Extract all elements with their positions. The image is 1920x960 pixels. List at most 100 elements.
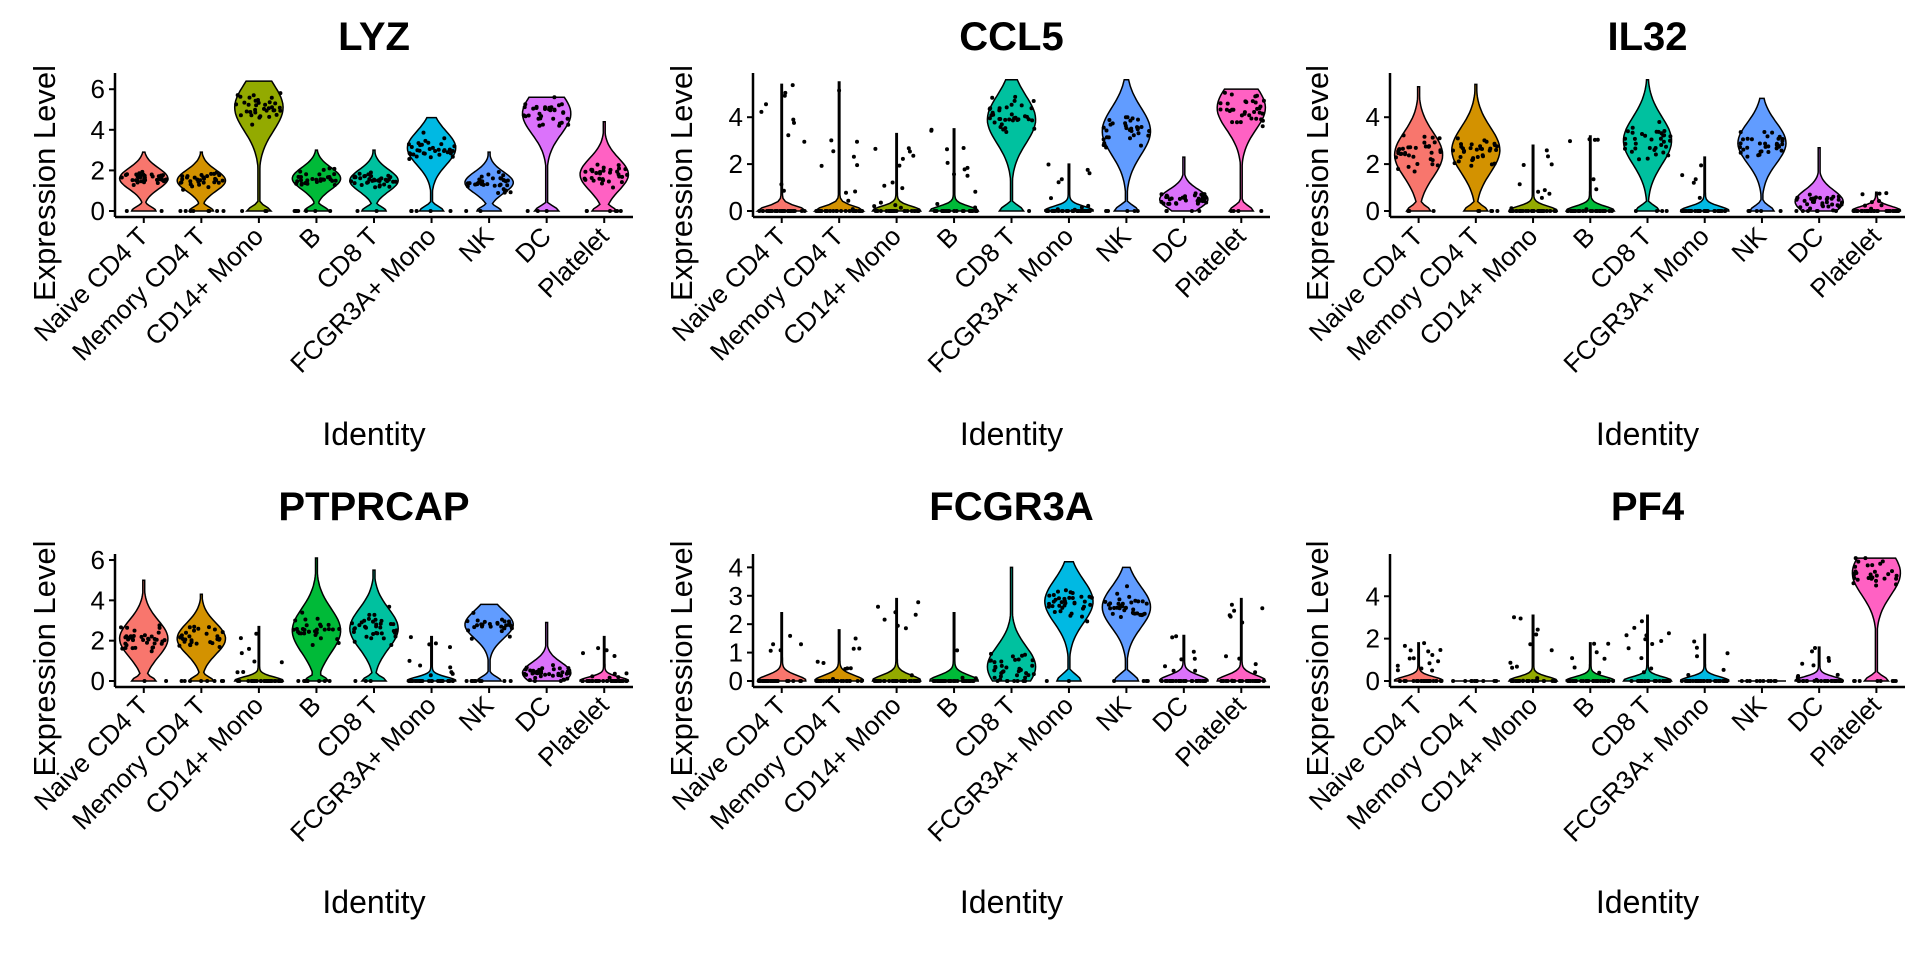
data-point: [907, 679, 912, 683]
data-point: [478, 209, 483, 213]
data-point: [1680, 173, 1685, 178]
data-point: [597, 176, 602, 181]
data-point: [821, 661, 826, 665]
data-point: [1181, 679, 1186, 683]
data-point: [1548, 209, 1553, 213]
data-point: [1474, 679, 1479, 683]
data-point: [1101, 125, 1106, 130]
data-point: [235, 670, 240, 675]
data-point: [372, 612, 377, 617]
data-point: [855, 163, 860, 168]
data-point: [1056, 589, 1060, 594]
data-point: [140, 169, 145, 174]
data-point: [300, 610, 305, 615]
data-point: [269, 95, 274, 100]
data-point: [1633, 209, 1638, 213]
data-point: [1594, 187, 1599, 192]
violin-platelet: [1851, 557, 1902, 682]
data-point: [1069, 611, 1074, 616]
data-point: [448, 665, 453, 670]
data-point: [1231, 209, 1236, 213]
data-point: [235, 93, 240, 98]
data-point: [1658, 136, 1663, 141]
data-point: [248, 110, 253, 114]
data-point: [1659, 143, 1664, 147]
data-point: [1492, 161, 1497, 166]
data-point: [1510, 679, 1514, 683]
data-point: [604, 648, 609, 653]
data-point: [540, 122, 545, 127]
data-point: [1745, 136, 1750, 141]
violin-memory-cd4-t: [814, 629, 865, 682]
data-point: [1123, 115, 1128, 120]
data-point: [1125, 584, 1129, 589]
y-tick-label: 1: [729, 638, 743, 668]
data-point: [1009, 112, 1014, 117]
data-point: [608, 209, 612, 213]
data-point: [1688, 679, 1693, 683]
data-point: [779, 182, 784, 187]
data-point: [427, 642, 432, 647]
data-point: [505, 183, 510, 188]
data-point: [564, 671, 569, 676]
data-point: [945, 160, 950, 165]
violin-dc: [521, 621, 572, 682]
data-point: [1179, 657, 1184, 662]
data-point: [1650, 642, 1655, 646]
data-point: [159, 209, 164, 213]
violin-naive-cd4-t: [1393, 642, 1444, 682]
data-point: [1395, 668, 1400, 673]
violin-memory-cd4-t: [1451, 83, 1501, 212]
data-point: [1824, 200, 1829, 205]
data-point: [772, 679, 776, 683]
data-point: [1759, 209, 1764, 213]
data-point: [992, 675, 997, 680]
data-point: [369, 174, 374, 179]
data-point: [313, 209, 318, 213]
data-point: [770, 209, 775, 213]
data-point: [1120, 601, 1125, 606]
data-point: [1131, 607, 1136, 612]
data-point: [1029, 106, 1034, 111]
data-point: [258, 679, 263, 683]
data-point: [366, 616, 371, 621]
data-point: [855, 679, 860, 683]
x-tick-label: NK: [453, 221, 500, 268]
data-point: [1875, 209, 1880, 213]
data-point: [843, 209, 848, 213]
data-point: [1135, 125, 1140, 130]
data-point: [1805, 202, 1810, 207]
data-point: [853, 636, 858, 641]
data-point: [1696, 209, 1701, 213]
data-point: [601, 165, 606, 170]
data-point: [501, 173, 506, 178]
data-point: [847, 209, 852, 213]
data-point: [125, 625, 130, 630]
data-point: [428, 673, 433, 678]
data-point: [1665, 679, 1670, 683]
data-point: [1056, 180, 1061, 185]
data-point: [1606, 679, 1611, 683]
data-point: [273, 101, 278, 106]
data-point: [1477, 209, 1482, 213]
data-point: [1013, 94, 1018, 99]
data-point: [1777, 134, 1782, 139]
data-point: [1101, 137, 1106, 142]
data-point: [428, 155, 433, 160]
data-point: [1802, 198, 1807, 203]
data-point: [1571, 209, 1576, 213]
data-point: [1695, 679, 1700, 683]
data-point: [535, 209, 540, 213]
data-point: [1717, 209, 1722, 213]
data-point: [197, 182, 202, 187]
data-point: [537, 111, 542, 116]
data-point: [447, 147, 452, 152]
data-point: [1063, 588, 1068, 593]
data-point: [1826, 204, 1831, 209]
data-point: [1478, 144, 1483, 149]
data-point: [1820, 201, 1825, 206]
data-point: [1030, 663, 1035, 668]
data-point: [992, 660, 997, 665]
data-point: [540, 666, 545, 671]
data-point: [295, 179, 300, 184]
